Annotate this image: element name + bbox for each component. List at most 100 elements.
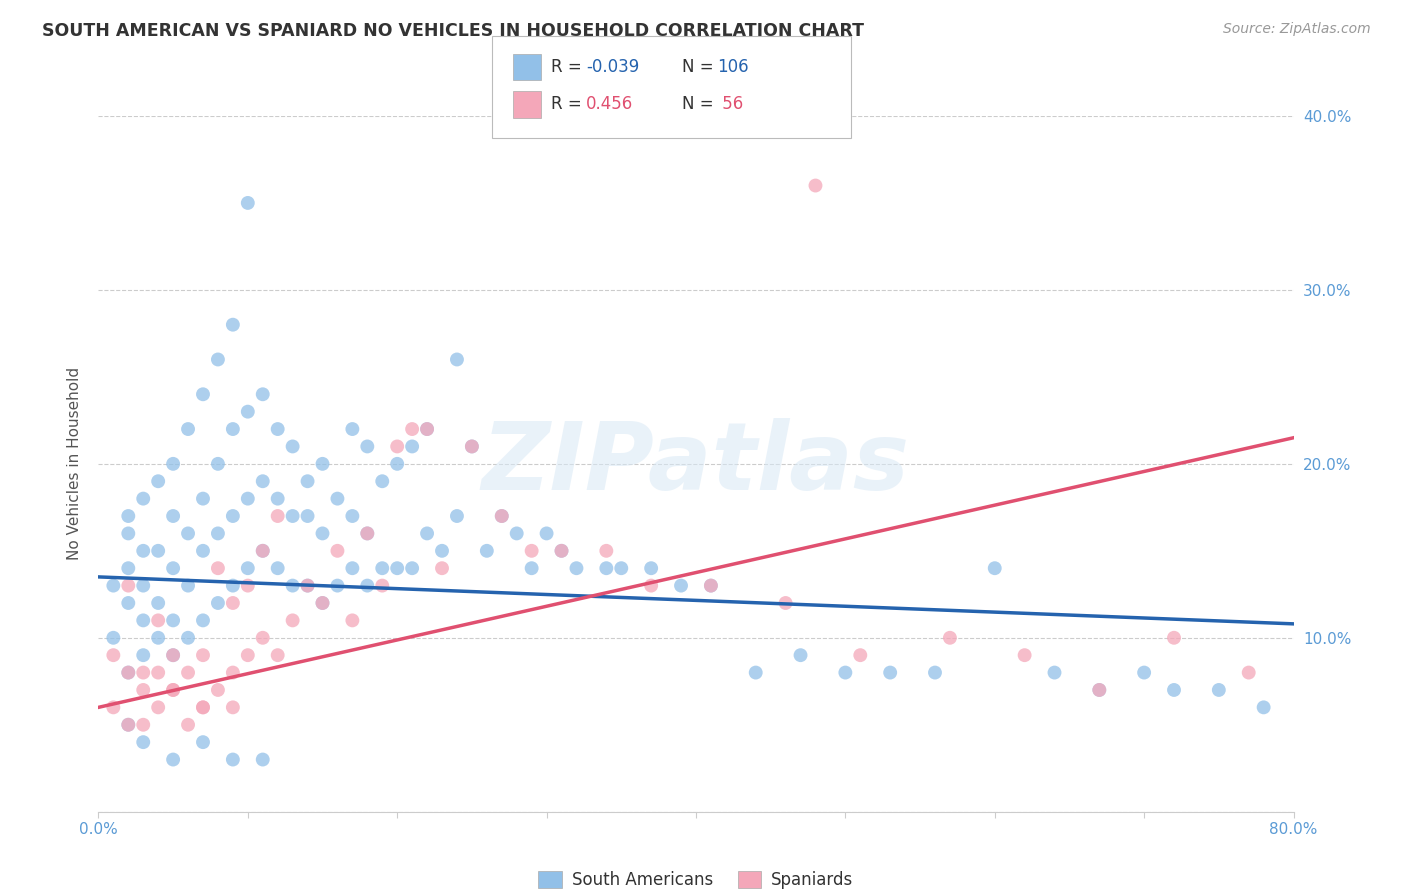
Point: [595, 543, 617, 558]
Point: [236, 405, 259, 419]
Point: [117, 508, 139, 523]
Point: [162, 648, 184, 662]
Point: [103, 631, 125, 645]
Point: [430, 543, 453, 558]
Point: [565, 561, 588, 575]
Point: [177, 717, 200, 731]
Point: [148, 614, 170, 628]
Point: [506, 526, 529, 541]
Point: [385, 440, 409, 454]
Point: [103, 578, 125, 592]
Point: [939, 631, 962, 645]
Text: R =: R =: [551, 95, 592, 113]
Point: [162, 614, 184, 628]
Point: [281, 440, 304, 454]
Point: [595, 561, 617, 575]
Point: [401, 422, 423, 436]
Text: 106: 106: [717, 58, 748, 76]
Point: [401, 440, 423, 454]
Point: [1043, 665, 1066, 680]
Point: [132, 543, 155, 558]
Point: [103, 648, 125, 662]
Point: [267, 491, 290, 506]
Point: [311, 596, 333, 610]
Point: [117, 717, 139, 731]
Point: [132, 717, 155, 731]
Point: [177, 665, 200, 680]
Point: [640, 561, 662, 575]
Point: [461, 440, 484, 454]
Point: [267, 422, 290, 436]
Point: [550, 543, 572, 558]
Point: [222, 596, 245, 610]
Point: [117, 665, 139, 680]
Point: [640, 578, 662, 592]
Point: [132, 491, 155, 506]
Point: [356, 578, 378, 592]
Point: [103, 700, 125, 714]
Point: [177, 422, 200, 436]
Point: [117, 526, 139, 541]
Point: [669, 578, 692, 592]
Point: [162, 753, 184, 767]
Point: [148, 665, 170, 680]
Point: [550, 543, 572, 558]
Point: [879, 665, 901, 680]
Point: [297, 508, 319, 523]
Point: [148, 596, 170, 610]
Point: [267, 648, 290, 662]
Point: [162, 683, 184, 698]
Point: [267, 508, 290, 523]
Point: [281, 614, 304, 628]
Point: [132, 735, 155, 749]
Point: [371, 578, 394, 592]
Point: [207, 457, 229, 471]
Point: [385, 457, 409, 471]
Point: [148, 543, 170, 558]
Point: [117, 578, 139, 592]
Point: [311, 526, 333, 541]
Point: [924, 665, 946, 680]
Text: Source: ZipAtlas.com: Source: ZipAtlas.com: [1223, 22, 1371, 37]
Y-axis label: No Vehicles in Household: No Vehicles in Household: [67, 368, 83, 560]
Point: [117, 717, 139, 731]
Point: [191, 700, 214, 714]
Text: -0.039: -0.039: [586, 58, 640, 76]
Point: [775, 596, 797, 610]
Point: [148, 474, 170, 488]
Point: [267, 561, 290, 575]
Point: [834, 665, 856, 680]
Point: [191, 614, 214, 628]
Point: [385, 561, 409, 575]
Point: [789, 648, 811, 662]
Point: [117, 596, 139, 610]
Point: [342, 508, 364, 523]
Point: [148, 700, 170, 714]
Point: [252, 631, 274, 645]
Point: [416, 526, 439, 541]
Point: [132, 683, 155, 698]
Point: [342, 422, 364, 436]
Point: [1208, 683, 1230, 698]
Text: 0.456: 0.456: [586, 95, 634, 113]
Point: [207, 683, 229, 698]
Point: [236, 578, 259, 592]
Point: [222, 318, 245, 332]
Point: [132, 578, 155, 592]
Point: [520, 543, 543, 558]
Point: [371, 474, 394, 488]
Point: [132, 648, 155, 662]
Point: [1163, 631, 1185, 645]
Point: [191, 735, 214, 749]
Text: 56: 56: [717, 95, 744, 113]
Point: [849, 648, 872, 662]
Point: [177, 631, 200, 645]
Point: [281, 578, 304, 592]
Point: [430, 561, 453, 575]
Point: [297, 578, 319, 592]
Point: [117, 665, 139, 680]
Point: [326, 543, 349, 558]
Point: [356, 526, 378, 541]
Text: N =: N =: [682, 58, 718, 76]
Point: [252, 387, 274, 401]
